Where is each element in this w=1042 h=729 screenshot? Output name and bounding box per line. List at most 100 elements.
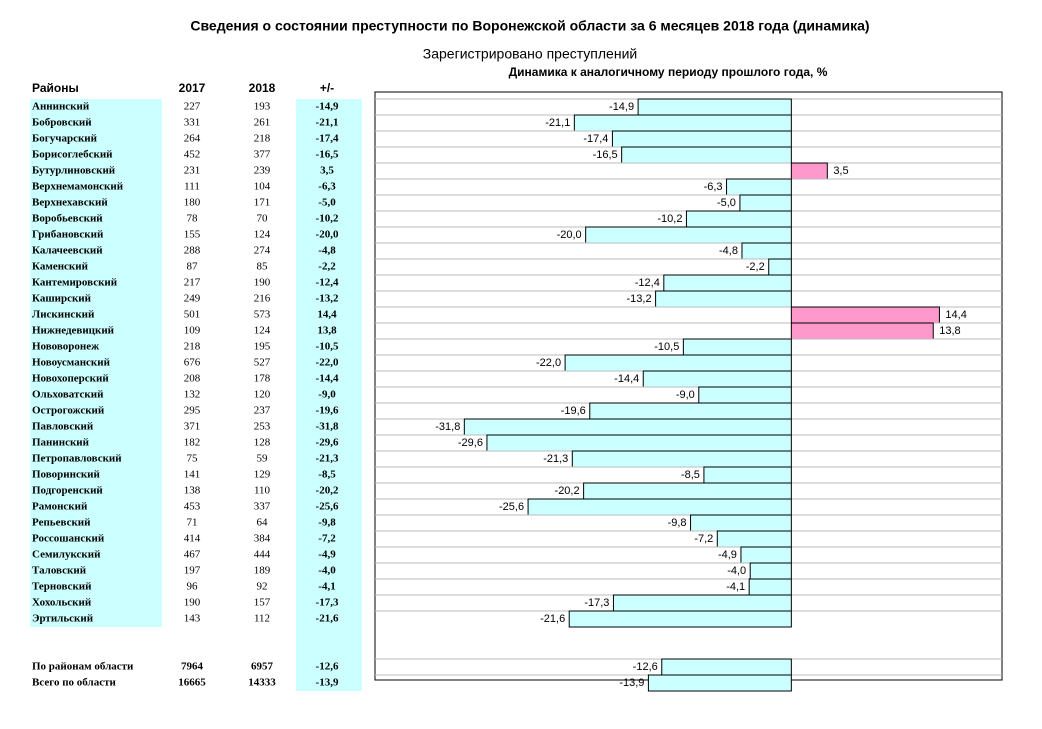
value-2017: 217	[184, 277, 201, 289]
bar	[790, 322, 934, 340]
data-label: -25,6	[499, 501, 524, 513]
bar	[486, 434, 792, 452]
district-name: Всего по области	[32, 677, 116, 689]
bar	[642, 370, 792, 388]
change-value: -10,2	[316, 213, 339, 225]
data-label: -10,5	[654, 341, 679, 353]
bar	[661, 658, 792, 676]
value-2017: 71	[187, 517, 198, 529]
data-label: 3,5	[833, 165, 848, 177]
value-2018: 124	[254, 229, 271, 241]
change-value: -4,1	[318, 581, 335, 593]
bar	[663, 274, 792, 292]
data-label: -22,0	[536, 357, 561, 369]
change-value: -14,4	[316, 373, 339, 385]
bar	[611, 130, 792, 148]
value-2018: 193	[254, 101, 271, 113]
bar	[740, 546, 792, 564]
bar	[716, 530, 792, 548]
change-value: -29,6	[316, 437, 339, 449]
district-name: Грибановский	[32, 229, 104, 241]
change-column-bg	[296, 99, 362, 691]
change-value: -21,6	[316, 613, 339, 625]
bar	[703, 466, 792, 484]
bar	[685, 210, 792, 228]
change-value: -7,2	[318, 533, 336, 545]
bar	[571, 450, 792, 468]
value-2018: 384	[254, 533, 271, 545]
district-name: Богучарский	[32, 133, 98, 145]
data-label: -16,5	[593, 149, 618, 161]
value-2018: 85	[257, 261, 269, 273]
data-label: -9,0	[676, 389, 695, 401]
value-2018: 337	[254, 501, 271, 513]
value-2017: 138	[184, 485, 201, 497]
value-2017: 197	[184, 565, 201, 577]
bar	[564, 354, 792, 372]
district-name: Лискинский	[32, 309, 95, 321]
value-2018: 216	[254, 293, 271, 305]
bar	[589, 402, 792, 420]
bar	[585, 226, 792, 244]
value-2018: 92	[257, 581, 268, 593]
data-label: -8,5	[681, 469, 700, 481]
value-2017: 414	[184, 533, 201, 545]
change-value: -21,1	[316, 117, 339, 129]
value-2018: 261	[254, 117, 271, 129]
value-2017: 218	[184, 341, 201, 353]
header: 2018	[249, 81, 276, 95]
bar	[621, 146, 792, 164]
district-name: Рамонский	[32, 501, 88, 513]
bar	[647, 674, 792, 692]
value-2017: 143	[184, 613, 201, 625]
value-2017: 180	[184, 197, 201, 209]
data-label: -19,6	[561, 405, 586, 417]
value-2017: 227	[184, 101, 201, 113]
data-label: -4,9	[718, 549, 737, 561]
value-2018: 377	[254, 149, 271, 161]
district-name: Нижнедевицкий	[32, 325, 115, 337]
district-name: Каширский	[32, 293, 92, 305]
change-value: -22,0	[316, 357, 339, 369]
value-2018: 573	[254, 309, 271, 321]
change-value: -20,2	[316, 485, 339, 497]
change-value: -4,9	[318, 549, 336, 561]
bar	[790, 162, 828, 180]
data-label: -9,8	[668, 517, 687, 529]
value-2018: 112	[254, 613, 270, 625]
district-name: Кантемировский	[32, 277, 118, 289]
value-2017: 141	[184, 469, 201, 481]
value-2018: 59	[257, 453, 269, 465]
change-value: 3,5	[320, 165, 334, 177]
district-name: Семилукский	[32, 549, 101, 561]
change-value: -5,0	[318, 197, 336, 209]
value-2017: 155	[184, 229, 201, 241]
value-2017: 16665	[178, 677, 206, 689]
district-name: Борисоглебский	[32, 149, 113, 161]
value-2018: 120	[254, 389, 271, 401]
value-2018: 527	[254, 357, 271, 369]
bar	[790, 306, 940, 324]
value-2018: 104	[254, 181, 271, 193]
change-value: -13,9	[316, 677, 339, 689]
bar	[573, 114, 792, 132]
value-2017: 453	[184, 501, 201, 513]
district-name: Поворинский	[32, 469, 100, 481]
value-2017: 676	[184, 357, 201, 369]
change-value: 14,4	[317, 309, 337, 321]
value-2017: 295	[184, 405, 201, 417]
value-2017: 288	[184, 245, 201, 257]
district-name: Репьевский	[32, 517, 91, 529]
bar	[741, 242, 792, 260]
bar	[749, 562, 792, 580]
value-2017: 231	[184, 165, 201, 177]
change-value: -12,4	[316, 277, 339, 289]
district-name: Бобровский	[32, 117, 92, 129]
change-value: -31,8	[316, 421, 339, 433]
change-value: -10,5	[316, 341, 339, 353]
bar	[583, 482, 792, 500]
data-label: -31,8	[435, 421, 460, 433]
district-name: Калачеевский	[32, 245, 103, 257]
bar	[527, 498, 792, 516]
data-label: -10,2	[657, 213, 682, 225]
